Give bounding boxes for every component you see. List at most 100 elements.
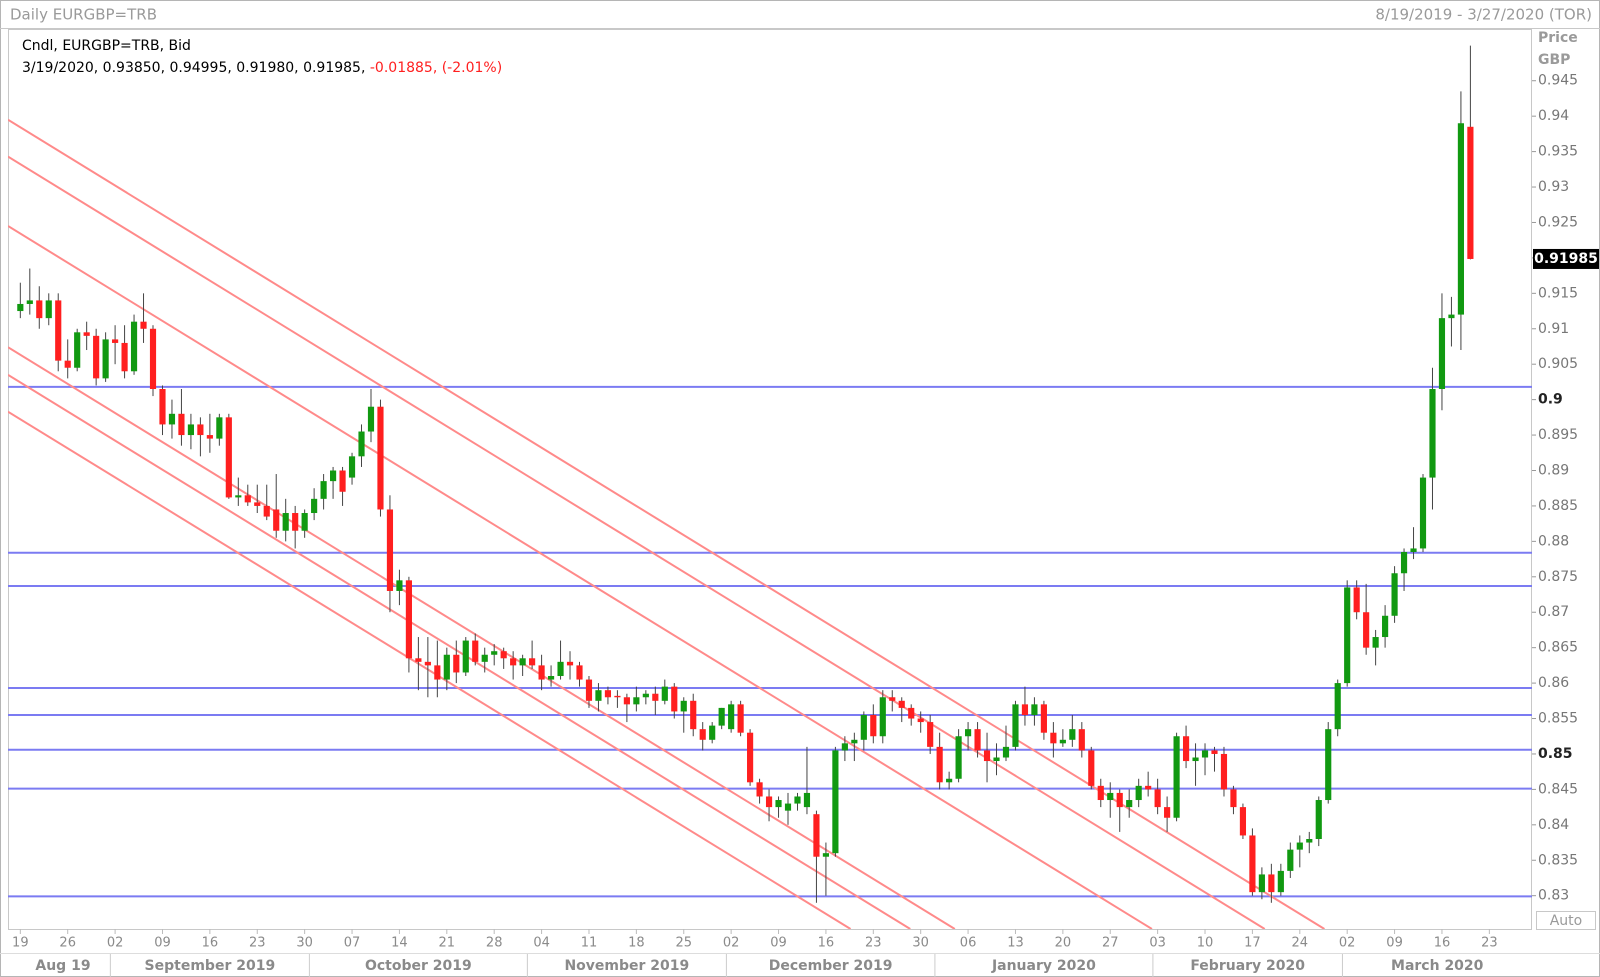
candle-body <box>197 424 204 436</box>
candle-body <box>74 332 81 368</box>
candle-body <box>832 750 839 854</box>
candle-body <box>908 707 915 719</box>
candle-body <box>45 300 52 319</box>
candle-body <box>377 406 384 510</box>
x-tick-label: 10 <box>1197 936 1214 951</box>
candle-body <box>500 651 507 659</box>
candle-body <box>1173 736 1180 818</box>
y-tick-label: 0.865 <box>1538 640 1578 656</box>
candle-body <box>936 746 943 783</box>
y-tick-label: 0.83 <box>1538 888 1569 904</box>
candle-body <box>765 796 773 808</box>
candle-body <box>273 509 280 531</box>
y-tick-label: 0.855 <box>1538 711 1578 727</box>
candle-body <box>1306 839 1313 843</box>
candle-body <box>1400 551 1408 574</box>
candle-body <box>1353 587 1360 613</box>
candle-body <box>140 321 147 329</box>
x-tick-label: 19 <box>12 936 29 951</box>
candle-body <box>320 481 327 499</box>
candle-body <box>756 782 763 797</box>
scale-button[interactable] <box>1536 911 1596 930</box>
candle-body <box>472 640 479 662</box>
candle-body <box>1050 732 1057 744</box>
x-tick-label: 16 <box>818 936 835 951</box>
candle-body <box>784 803 792 811</box>
x-tick-label: 16 <box>1434 936 1451 951</box>
candle-body <box>1391 573 1398 616</box>
candle-body <box>1315 800 1322 839</box>
month-label: September 2019 <box>145 958 276 974</box>
candle-body <box>1031 704 1038 715</box>
y-tick-label: 0.93 <box>1538 179 1569 195</box>
candle-body <box>595 690 602 701</box>
candle-body <box>1239 807 1247 836</box>
candle-body <box>1287 849 1294 871</box>
candle-body <box>1268 874 1275 893</box>
candle-body <box>614 695 621 698</box>
candle-body <box>585 679 593 701</box>
candle-body <box>1116 792 1123 808</box>
candle-body <box>1258 874 1265 893</box>
x-tick-label: 24 <box>1292 936 1309 951</box>
candle-body <box>642 693 649 698</box>
y-tick-label: 0.94 <box>1538 108 1569 124</box>
candle-body <box>121 342 128 372</box>
candle-body <box>292 513 299 531</box>
candle-body <box>718 707 725 726</box>
candle-body <box>547 676 555 680</box>
y-tick-label: 0.895 <box>1538 427 1578 443</box>
candle-body <box>633 697 640 705</box>
legend-change: -0.01885, (-2.01%) <box>370 60 502 76</box>
x-tick-label: 03 <box>1149 936 1166 951</box>
candle-body <box>946 778 953 783</box>
candle-body <box>1002 746 1010 758</box>
candle-body <box>1334 683 1341 730</box>
trend-line <box>8 410 852 929</box>
candle-body <box>1249 835 1256 893</box>
candle-body <box>93 335 100 379</box>
candle-body <box>254 502 261 506</box>
candle-body <box>1296 842 1303 850</box>
legend-values: 3/19/2020, 0.93850, 0.94995, 0.91980, 0.… <box>22 60 502 76</box>
y-tick-label: 0.89 <box>1538 462 1569 478</box>
candle-body <box>538 665 545 680</box>
candle-body <box>889 697 896 701</box>
candle-body <box>974 729 981 751</box>
scale-mode[interactable]: Auto <box>1550 913 1583 929</box>
candle-body <box>576 665 583 680</box>
trend-line <box>8 373 911 929</box>
candle-body <box>1040 704 1047 733</box>
x-tick-label: 02 <box>107 936 124 951</box>
candle-body <box>1277 870 1284 893</box>
candle-body <box>851 739 858 744</box>
candle-body <box>803 792 811 808</box>
candle-body <box>187 424 194 436</box>
x-tick-label: 09 <box>1386 936 1403 951</box>
candle-body <box>813 814 820 857</box>
x-tick-label: 11 <box>581 936 598 951</box>
x-tick-label: 17 <box>1244 936 1261 951</box>
chart-title: Daily EURGBP=TRB <box>10 6 157 24</box>
candle-body <box>1363 612 1370 648</box>
y-tick-label: 0.835 <box>1538 852 1578 868</box>
x-tick-label: 06 <box>960 936 977 951</box>
candle-body <box>453 654 460 673</box>
candle-body <box>709 725 716 740</box>
candle-body <box>462 640 469 673</box>
candle-body <box>870 714 877 737</box>
x-tick-label: 13 <box>1007 936 1024 951</box>
x-tick-label: 21 <box>439 936 456 951</box>
candle-body <box>1211 750 1218 754</box>
candle-body <box>1419 477 1427 549</box>
x-tick-label: 18 <box>628 936 645 951</box>
y-tick-label: 0.945 <box>1538 73 1578 89</box>
candle-body <box>415 658 422 662</box>
candle-body <box>822 853 829 857</box>
x-tick-label: 28 <box>486 936 503 951</box>
candle-body <box>680 700 687 712</box>
candle-body <box>311 498 318 514</box>
candle-body <box>206 435 213 439</box>
